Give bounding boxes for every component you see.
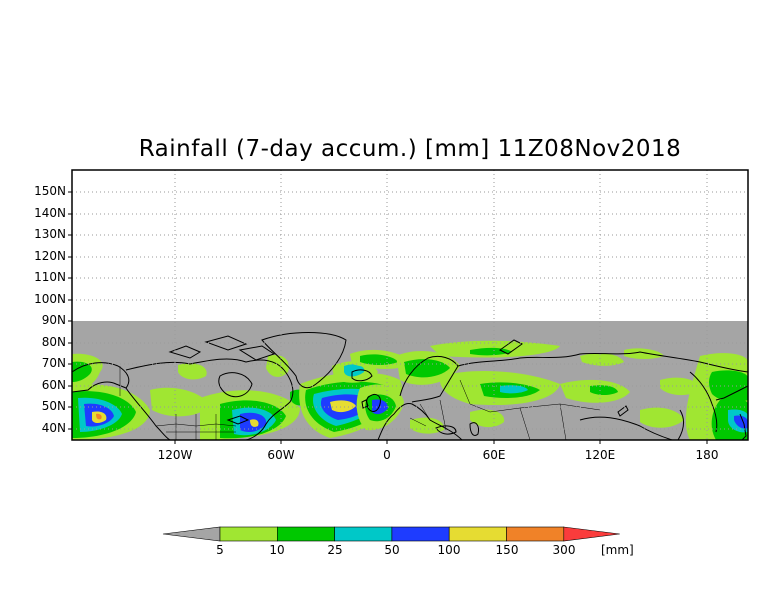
colorbar-swatch bbox=[276, 526, 335, 542]
lon-label-180: 180 bbox=[695, 448, 719, 462]
colorbar-swatch bbox=[506, 526, 565, 542]
colorbar-arrow-low bbox=[162, 526, 221, 542]
colorbar-label-100: 100 bbox=[437, 543, 461, 557]
lat-label-40n: 40N bbox=[41, 421, 66, 435]
lat-label-110n: 110N bbox=[34, 270, 66, 284]
lat-label-90n: 90N bbox=[41, 313, 66, 327]
lon-label-60e: 60E bbox=[482, 448, 506, 462]
lat-label-120n: 120N bbox=[34, 249, 66, 263]
colorbar-swatch bbox=[448, 526, 507, 542]
lon-label-120e: 120E bbox=[584, 448, 616, 462]
colorbar-swatch bbox=[219, 526, 278, 542]
lat-label-130n: 130N bbox=[34, 227, 66, 241]
lat-label-80n: 80N bbox=[41, 335, 66, 349]
lon-label-60w: 60W bbox=[267, 448, 295, 462]
lat-label-100n: 100N bbox=[34, 292, 66, 306]
lat-label-70n: 70N bbox=[41, 356, 66, 370]
plot-frame bbox=[71, 169, 749, 441]
colorbar-label-5: 5 bbox=[216, 543, 224, 557]
colorbar-label-50: 50 bbox=[384, 543, 400, 557]
colorbar-arrow-high bbox=[563, 526, 620, 542]
lon-label-120w: 120W bbox=[157, 448, 193, 462]
colorbar-label-10: 10 bbox=[269, 543, 285, 557]
colorbar-label-25: 25 bbox=[327, 543, 343, 557]
lat-label-60n: 60N bbox=[41, 378, 66, 392]
lat-label-150n: 150N bbox=[34, 184, 66, 198]
colorbar-swatch bbox=[391, 526, 450, 542]
rainfall-field bbox=[72, 340, 748, 440]
axis-ticks bbox=[68, 191, 708, 444]
colorbar bbox=[162, 526, 620, 542]
political-borders bbox=[119, 366, 601, 440]
lat-label-50n: 50N bbox=[41, 399, 66, 413]
colorbar-label-150: 150 bbox=[495, 543, 519, 557]
colorbar-swatch bbox=[334, 526, 393, 542]
colorbar-unit: [mm] bbox=[601, 543, 634, 557]
map-title: Rainfall (7-day accum.) [mm] 11Z08Nov201… bbox=[138, 136, 682, 162]
lat-label-140n: 140N bbox=[34, 206, 66, 220]
lon-label-0: 0 bbox=[383, 448, 391, 462]
colorbar-label-300: 300 bbox=[552, 543, 576, 557]
graticule bbox=[72, 170, 748, 440]
